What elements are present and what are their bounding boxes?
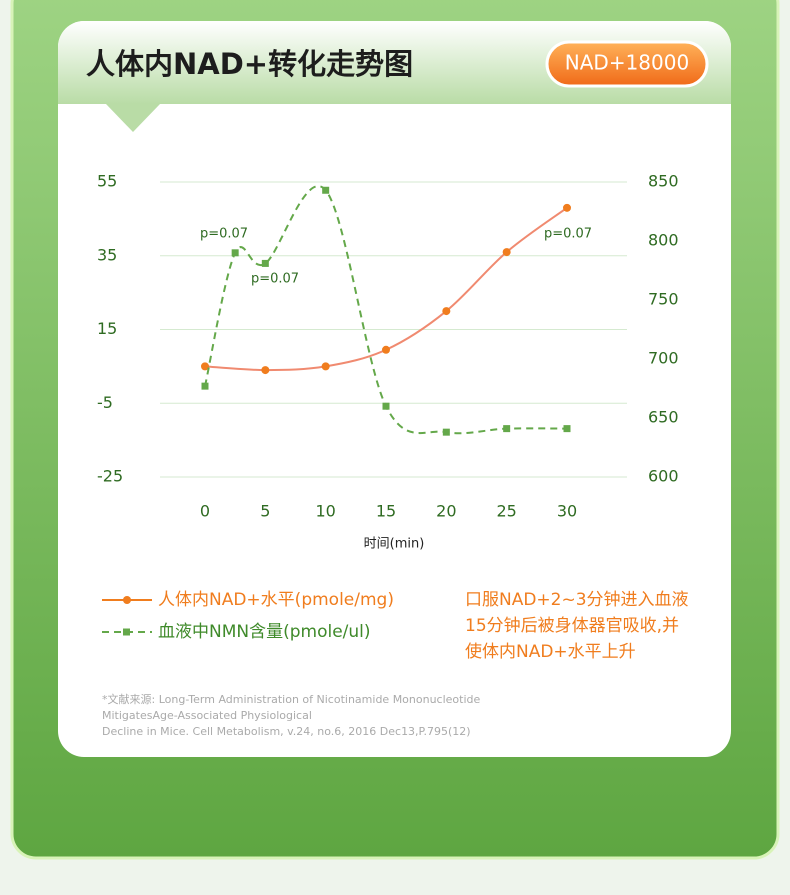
annotation: p=0.07 xyxy=(251,272,299,287)
note-line: 口服NAD+2~3分钟进入血液 xyxy=(465,590,689,610)
marker xyxy=(563,425,571,433)
marker xyxy=(321,362,330,371)
legend-marker xyxy=(123,596,131,604)
marker xyxy=(231,249,239,257)
badge-text: NAD+18000 xyxy=(565,51,689,75)
note-line: 15分钟后被身体器官吸收,并 xyxy=(465,616,679,636)
marker xyxy=(201,382,209,390)
card xyxy=(58,21,731,757)
y2-tick-label: 600 xyxy=(648,467,679,486)
y2-tick-label: 800 xyxy=(648,231,679,250)
header-notch xyxy=(106,104,160,132)
x-tick-label: 5 xyxy=(260,502,270,521)
note-line: 使体内NAD+水平上升 xyxy=(465,641,636,662)
marker xyxy=(503,425,511,433)
y2-tick-label: 700 xyxy=(648,349,679,368)
marker xyxy=(382,345,390,354)
marker xyxy=(322,186,330,194)
y-tick-label: 55 xyxy=(97,172,117,191)
y2-tick-label: 750 xyxy=(648,290,679,309)
y-tick-label: 15 xyxy=(97,319,117,338)
x-tick-label: 0 xyxy=(200,502,210,521)
legend-label: 血液中NMN含量(pmole/ul) xyxy=(158,622,371,642)
source-line: *文献来源: Long-Term Administration of Nicot… xyxy=(102,692,481,706)
y2-tick-label: 850 xyxy=(648,172,679,191)
marker xyxy=(563,203,571,212)
x-tick-label: 20 xyxy=(436,502,456,521)
marker xyxy=(442,307,451,316)
marker xyxy=(502,248,511,257)
badge xyxy=(545,40,709,88)
annotation: p=0.07 xyxy=(200,227,248,242)
source-line: Decline in Mice. Cell Metabolism, v.24, … xyxy=(102,725,471,738)
marker xyxy=(382,402,390,410)
marker xyxy=(261,366,270,375)
marker xyxy=(261,259,269,267)
legend-marker xyxy=(123,628,130,636)
x-tick-label: 10 xyxy=(315,502,335,521)
plot: -25 -5 15 35 55 600 650 700 750 800 850 0 5 10 15 20 25 3… xyxy=(97,172,689,739)
x-tick-label: 15 xyxy=(376,502,396,521)
marker xyxy=(201,362,209,371)
y-tick-label: -25 xyxy=(97,467,123,486)
x-axis-label: 时间(min) xyxy=(364,537,425,552)
marker xyxy=(442,428,450,436)
y-tick-label: -5 xyxy=(97,393,113,412)
annotation: p=0.07 xyxy=(544,227,592,242)
y-tick-label: 35 xyxy=(97,245,117,264)
legend-label: 人体内NAD+水平(pmole/mg) xyxy=(158,590,394,610)
x-tick-label: 30 xyxy=(557,502,577,521)
y2-tick-label: 650 xyxy=(648,408,679,427)
x-tick-label: 25 xyxy=(496,502,516,521)
source-line: MitigatesAge-Associated Physiological xyxy=(102,709,312,722)
title: 人体内NAD+转化走势图 xyxy=(86,47,413,81)
